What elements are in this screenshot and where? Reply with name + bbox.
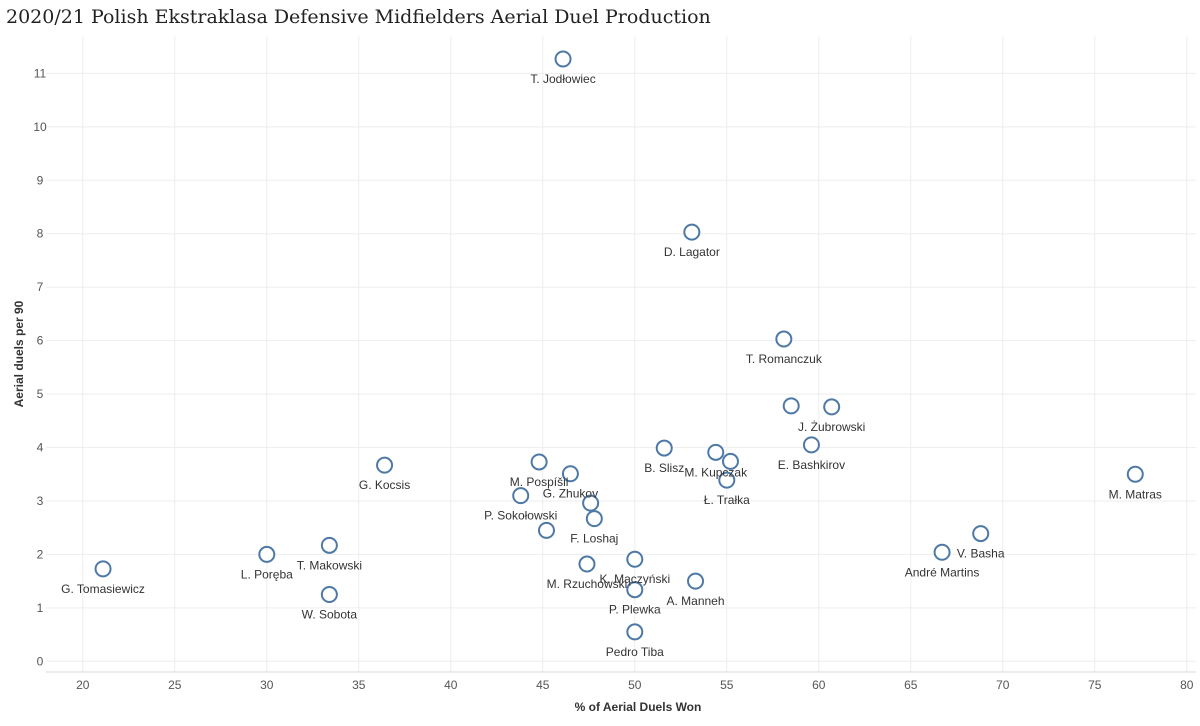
y-tick-label: 9 bbox=[37, 173, 44, 187]
point-label: B. Slisz bbox=[644, 461, 684, 475]
data-point[interactable] bbox=[578, 555, 596, 573]
y-tick-label: 6 bbox=[37, 334, 44, 348]
data-point[interactable] bbox=[320, 536, 338, 554]
y-tick-label: 4 bbox=[37, 441, 44, 455]
data-point[interactable] bbox=[376, 456, 394, 474]
data-point[interactable] bbox=[718, 471, 736, 489]
y-tick-label: 11 bbox=[34, 66, 47, 80]
point-label: T. Romanczuk bbox=[746, 352, 823, 366]
point-label: E. Bashkirov bbox=[778, 458, 845, 472]
y-axis-ticks: 0 1 2 3 4 5 6 7 8 9 10 11 bbox=[33, 66, 47, 668]
data-point[interactable] bbox=[554, 50, 572, 68]
point-label: T. Makowski bbox=[297, 558, 362, 572]
y-tick-label: 7 bbox=[37, 280, 44, 294]
x-tick-label: 75 bbox=[1088, 678, 1102, 692]
x-tick-label: 20 bbox=[76, 678, 90, 692]
data-point[interactable] bbox=[320, 586, 338, 604]
point-label: T. Jodłowiec bbox=[530, 72, 595, 86]
y-tick-label: 3 bbox=[37, 494, 44, 508]
data-point[interactable] bbox=[626, 581, 644, 599]
data-point[interactable] bbox=[626, 623, 644, 641]
data-point[interactable] bbox=[561, 465, 579, 483]
point-label: F. Loshaj bbox=[570, 532, 618, 546]
x-tick-label: 70 bbox=[996, 678, 1010, 692]
data-point[interactable] bbox=[707, 443, 725, 461]
y-tick-label: 2 bbox=[37, 547, 44, 561]
data-point[interactable] bbox=[537, 521, 555, 539]
data-point[interactable] bbox=[687, 572, 705, 590]
point-label: G. Kocsis bbox=[359, 478, 410, 492]
data-points bbox=[94, 50, 1144, 641]
point-label: K. Mączyński bbox=[599, 572, 670, 586]
x-axis-ticks: 20 25 30 35 40 45 50 55 60 65 70 75 80 bbox=[76, 678, 1194, 692]
data-point[interactable] bbox=[933, 543, 951, 561]
y-tick-label: 8 bbox=[37, 227, 44, 241]
x-tick-label: 25 bbox=[168, 678, 182, 692]
x-tick-label: 80 bbox=[1180, 678, 1194, 692]
data-point[interactable] bbox=[655, 439, 673, 457]
point-label: P. Sokołowski bbox=[484, 509, 557, 523]
point-labels: T. Jodłowiec D. Lagator T. Romanczuk J. Żub… bbox=[61, 72, 1162, 659]
y-tick-label: 0 bbox=[37, 654, 44, 668]
data-point[interactable] bbox=[823, 398, 841, 416]
data-point[interactable] bbox=[626, 550, 644, 568]
x-tick-label: 35 bbox=[352, 678, 366, 692]
point-label: L. Poręba bbox=[241, 567, 293, 581]
point-label: P. Plewka bbox=[609, 603, 661, 617]
x-tick-label: 45 bbox=[536, 678, 550, 692]
point-label: M. Rzuchowski bbox=[547, 577, 628, 591]
data-point[interactable] bbox=[683, 223, 701, 241]
y-axis-title: Aerial duels per 90 bbox=[12, 300, 26, 407]
point-label: G. Tomasiewicz bbox=[61, 582, 145, 596]
point-label: W. Sobota bbox=[302, 608, 358, 622]
data-point[interactable] bbox=[782, 397, 800, 415]
point-label: D. Lagator bbox=[664, 245, 720, 259]
x-axis-title: % of Aerial Duels Won bbox=[575, 700, 702, 714]
data-point[interactable] bbox=[258, 545, 276, 563]
y-tick-label: 5 bbox=[37, 387, 44, 401]
x-tick-label: 65 bbox=[904, 678, 918, 692]
chart-title: 2020/21 Polish Ekstraklasa Defensive Mid… bbox=[6, 6, 711, 28]
data-point[interactable] bbox=[512, 487, 530, 505]
data-point[interactable] bbox=[802, 436, 820, 454]
point-label: J. Żubrowski bbox=[798, 420, 865, 434]
point-label: Pedro Tiba bbox=[606, 645, 664, 659]
point-label: M. Pospíšil bbox=[510, 475, 569, 489]
data-point[interactable] bbox=[585, 510, 603, 528]
x-tick-label: 30 bbox=[260, 678, 274, 692]
data-point[interactable] bbox=[582, 494, 600, 512]
x-tick-label: 60 bbox=[812, 678, 826, 692]
x-tick-label: 50 bbox=[628, 678, 642, 692]
data-point[interactable] bbox=[775, 330, 793, 348]
y-tick-label: 1 bbox=[37, 601, 44, 615]
x-tick-label: 40 bbox=[444, 678, 458, 692]
point-label: G. Zhukov bbox=[543, 487, 598, 501]
data-point[interactable] bbox=[972, 525, 990, 543]
point-label: A. Manneh bbox=[666, 594, 724, 608]
data-point[interactable] bbox=[530, 453, 548, 471]
grid-lines bbox=[46, 36, 1196, 672]
data-point[interactable] bbox=[94, 560, 112, 578]
x-tick-label: 55 bbox=[720, 678, 734, 692]
y-tick-label: 10 bbox=[33, 120, 47, 134]
point-label: M. Kupczak bbox=[684, 465, 748, 479]
point-label: V. Basha bbox=[957, 547, 1005, 561]
data-point[interactable] bbox=[721, 452, 739, 470]
point-label: Ł. Trałka bbox=[704, 493, 750, 507]
data-point[interactable] bbox=[1126, 465, 1144, 483]
point-label: M. Matras bbox=[1109, 487, 1162, 501]
point-label: André Martins bbox=[905, 565, 980, 579]
